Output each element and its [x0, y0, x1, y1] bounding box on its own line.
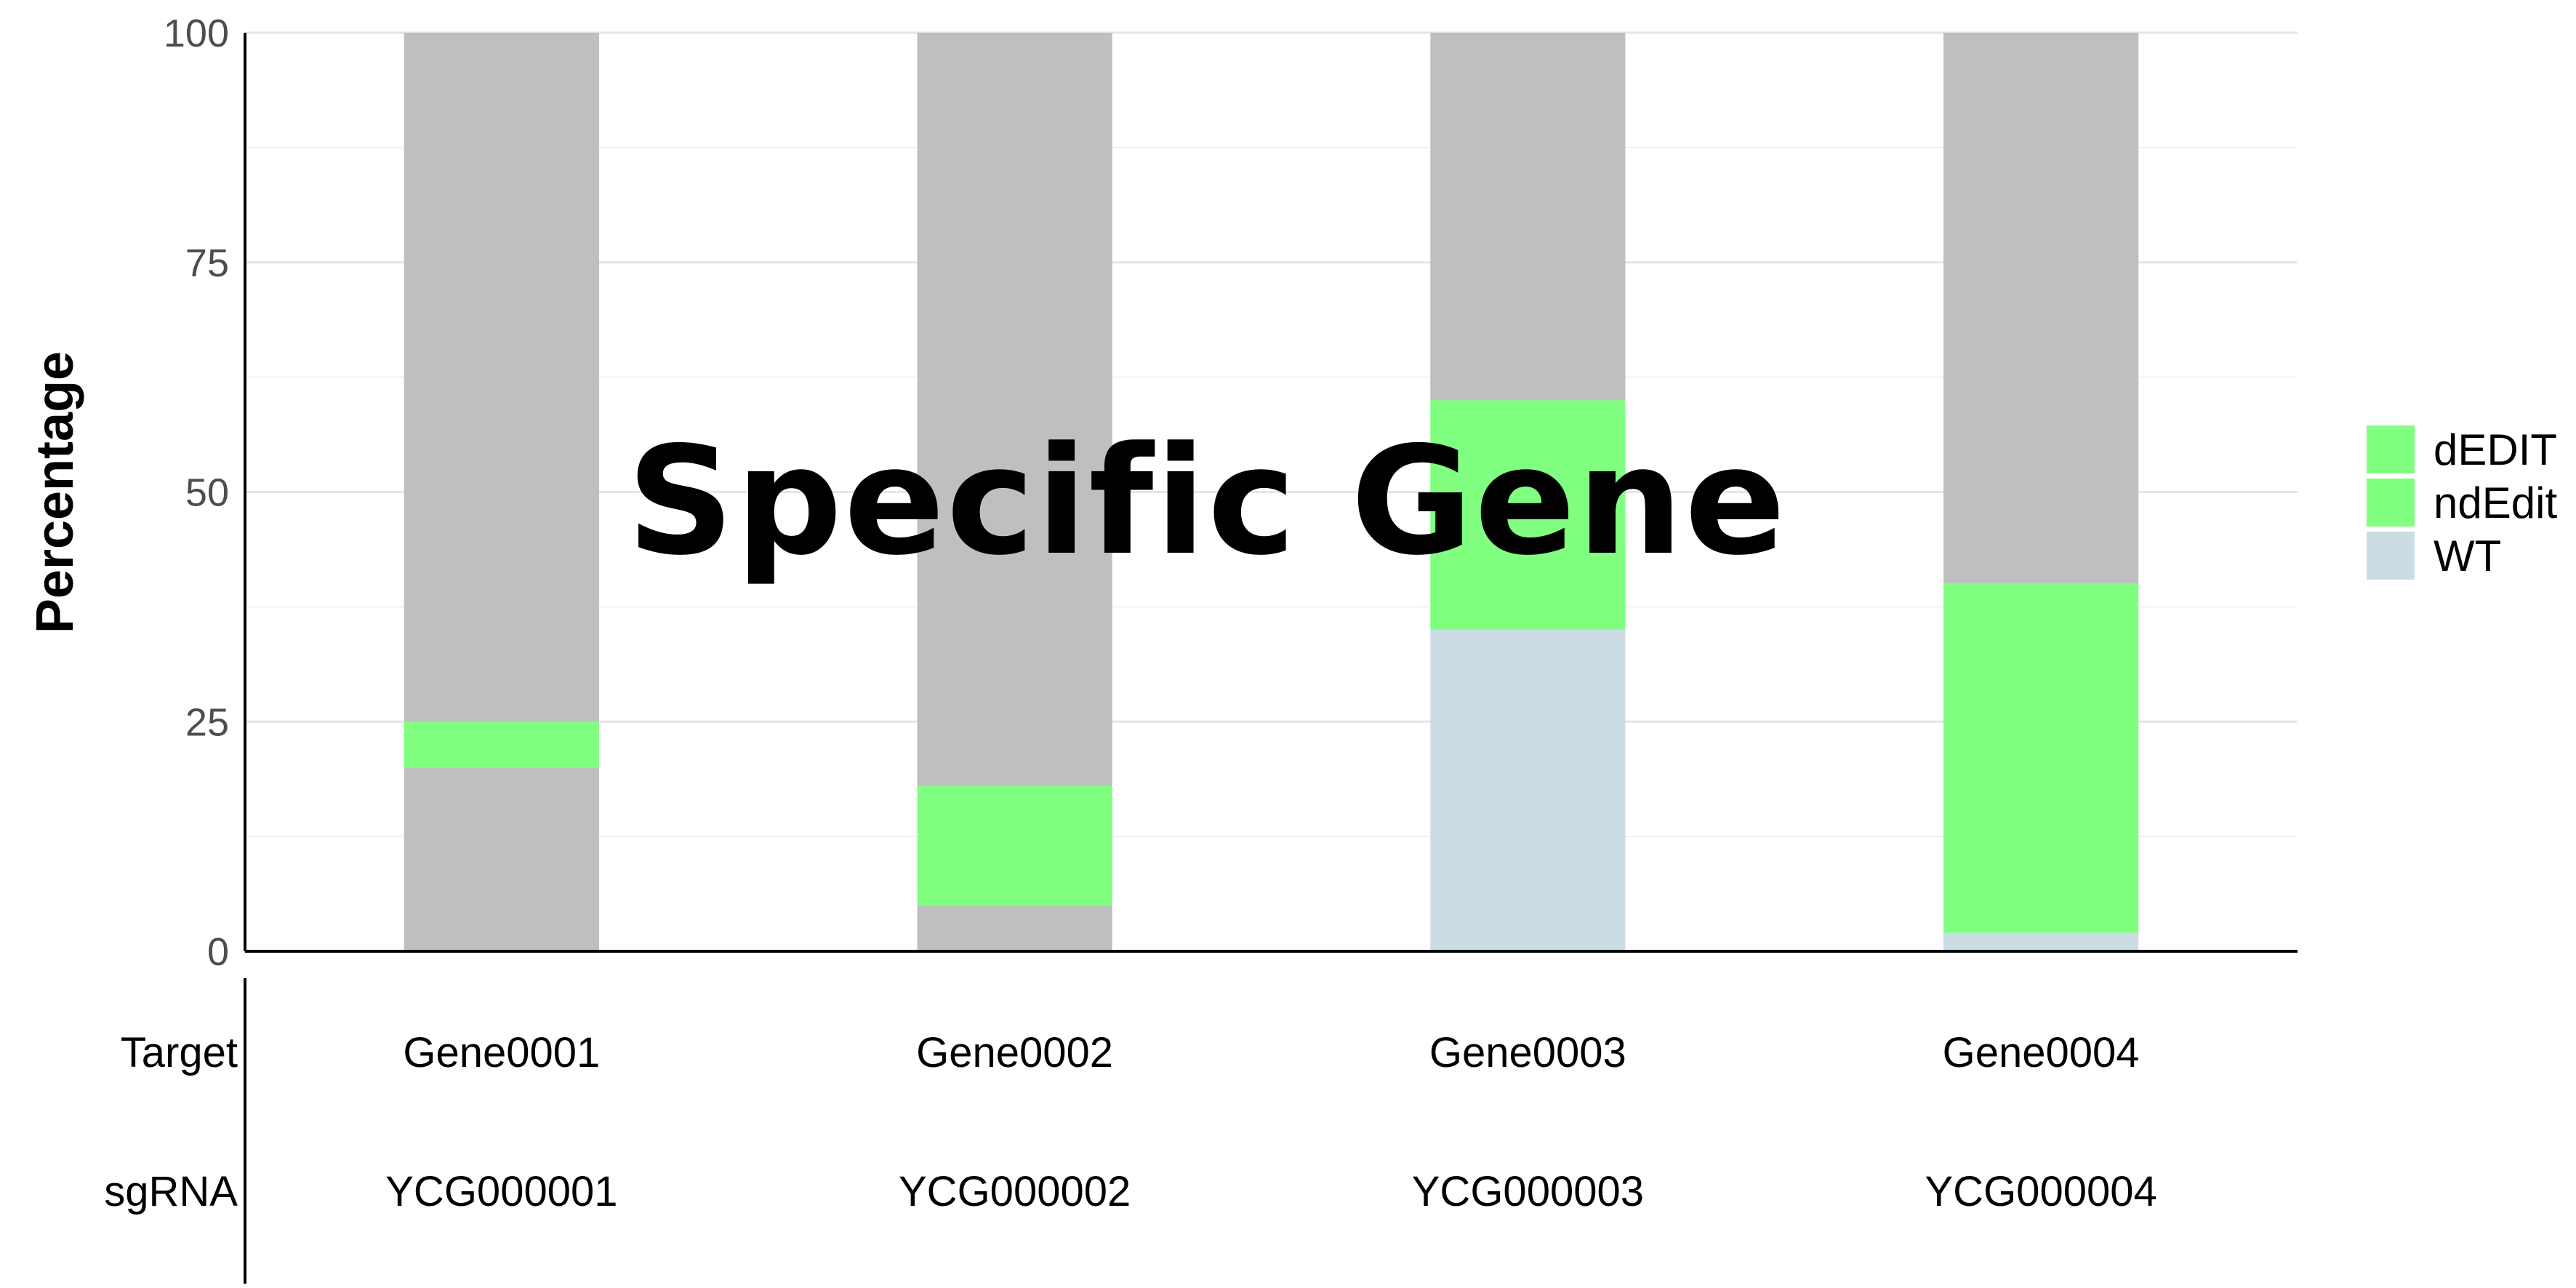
- legend-key: [2367, 532, 2415, 580]
- bar-segment-other: [1430, 33, 1626, 401]
- bar-segment-other: [404, 33, 599, 722]
- bar-segment-wt: [1430, 629, 1626, 951]
- legend: dEDIT ndEdit WT: [2367, 425, 2557, 580]
- sgrna-cell: YCG000002: [899, 1168, 1131, 1215]
- target-cell: Gene0002: [916, 1029, 1113, 1076]
- legend-label: dEDIT: [2433, 425, 2557, 474]
- bar-segment-ndedit: [404, 721, 599, 768]
- bar-segment-other: [917, 33, 1112, 786]
- legend-key: [2367, 479, 2415, 527]
- bars: [404, 33, 2139, 951]
- bar-segment-other: [1943, 33, 2139, 584]
- y-tick-labels: 0 25 50 75 100: [164, 12, 229, 974]
- y-tick-label: 75: [185, 241, 229, 285]
- y-tick-label: 50: [185, 471, 229, 515]
- y-axis-label: Percentage: [26, 351, 84, 633]
- legend-key: [2367, 425, 2415, 473]
- axes: [244, 33, 2298, 953]
- table-row-label: Target: [121, 1029, 238, 1076]
- sgrna-cell: YCG000004: [1925, 1168, 2157, 1215]
- table-row-label: sgRNA: [104, 1168, 238, 1215]
- target-sgrna-table: Target sgRNA Gene0001 Gene0002 Gene0003 Gene0…: [104, 1029, 2156, 1215]
- y-tick-label: 100: [164, 12, 229, 55]
- target-cell: Gene0003: [1429, 1029, 1626, 1076]
- legend-label: ndEdit: [2433, 479, 2557, 527]
- sgrna-cell: YCG000003: [1412, 1168, 1644, 1215]
- bar-segment-ndedit: [1430, 400, 1626, 630]
- bar-segment-ndedit: [1943, 583, 2139, 933]
- bar-segment-ndedit: [917, 785, 1112, 905]
- legend-label: WT: [2433, 532, 2501, 580]
- y-tick-label: 0: [207, 930, 229, 974]
- sgrna-cell: YCG000001: [385, 1168, 617, 1215]
- y-tick-label: 25: [185, 700, 229, 744]
- target-cell: Gene0004: [1943, 1029, 2140, 1076]
- bar-segment-other: [917, 905, 1112, 951]
- target-cell: Gene0001: [403, 1029, 600, 1076]
- bar-segment-wt: [1943, 932, 2139, 951]
- chart-title: Specific Gene: [627, 415, 1787, 588]
- bar-segment-other: [404, 767, 599, 951]
